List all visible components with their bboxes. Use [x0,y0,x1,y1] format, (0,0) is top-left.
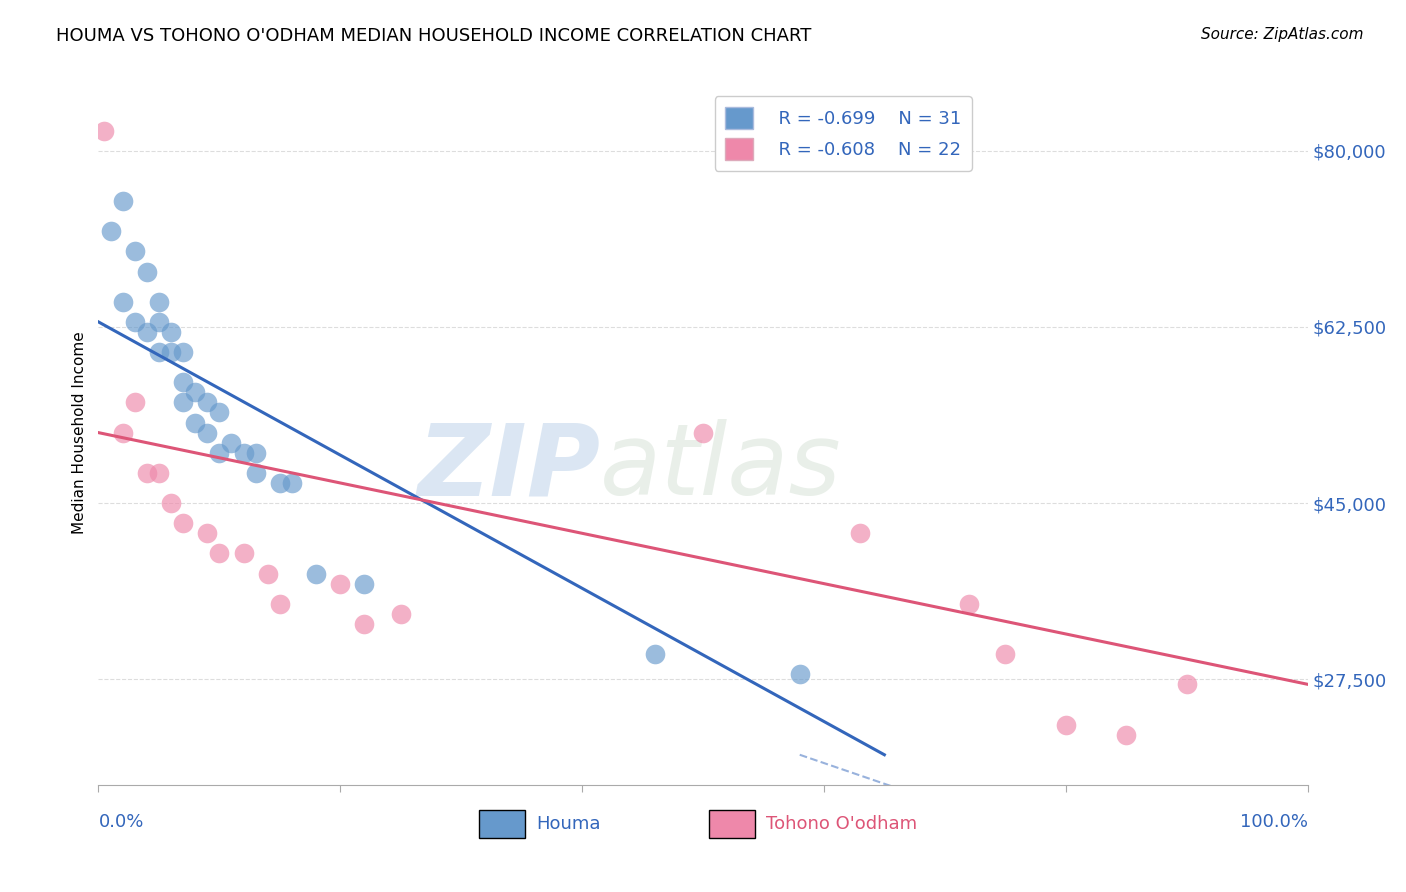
Y-axis label: Median Household Income: Median Household Income [72,331,87,534]
Point [221,435,243,450]
Point [957,597,980,611]
Point [135,325,157,339]
Point [124,315,146,329]
Text: Source: ZipAtlas.com: Source: ZipAtlas.com [1201,27,1364,42]
Text: ZIP: ZIP [418,419,600,516]
Point [208,446,231,460]
Point [269,597,291,611]
Point [269,475,291,490]
Point [305,566,328,581]
Text: HOUMA VS TOHONO O'ODHAM MEDIAN HOUSEHOLD INCOME CORRELATION CHART: HOUMA VS TOHONO O'ODHAM MEDIAN HOUSEHOLD… [56,27,811,45]
Point [160,496,183,510]
Text: Houma: Houma [536,814,600,833]
Point [172,516,194,531]
Point [329,576,352,591]
Point [148,345,170,359]
Point [789,667,811,681]
Point [124,244,146,259]
FancyBboxPatch shape [709,810,755,838]
Point [124,395,146,409]
Point [100,224,122,238]
Text: 0.0%: 0.0% [98,814,143,831]
Point [208,405,231,419]
Point [353,576,375,591]
Point [195,395,218,409]
Point [148,315,170,329]
Point [692,425,714,440]
Text: atlas: atlas [600,419,842,516]
Point [172,376,194,390]
Point [195,526,218,541]
FancyBboxPatch shape [479,810,526,838]
Text: 100.0%: 100.0% [1240,814,1308,831]
Text: Tohono O'odham: Tohono O'odham [766,814,917,833]
Point [256,566,278,581]
Point [172,345,194,359]
Legend:   R = -0.699    N = 31,   R = -0.608    N = 22: R = -0.699 N = 31, R = -0.608 N = 22 [714,96,972,171]
Point [111,194,134,208]
Point [1115,728,1137,742]
Point [1054,717,1077,731]
Point [148,294,170,309]
Point [245,466,267,480]
Point [232,446,254,460]
Point [281,475,304,490]
Point [849,526,872,541]
Point [184,385,207,400]
Point [232,546,254,560]
Point [353,616,375,631]
Point [93,123,115,137]
Point [389,607,412,621]
Point [111,294,134,309]
Point [208,546,231,560]
Point [184,416,207,430]
Point [135,264,157,278]
Point [135,466,157,480]
Point [172,395,194,409]
Point [245,446,267,460]
Point [644,647,666,661]
Point [195,425,218,440]
Point [994,647,1017,661]
Point [148,466,170,480]
Point [160,325,183,339]
Point [1175,677,1198,691]
Point [160,345,183,359]
Point [111,425,134,440]
